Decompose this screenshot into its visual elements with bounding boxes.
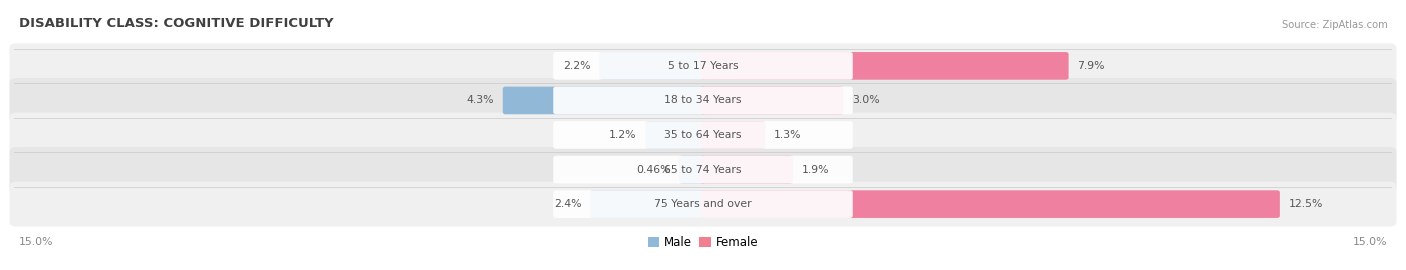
FancyBboxPatch shape	[503, 87, 706, 114]
Text: 15.0%: 15.0%	[18, 237, 53, 247]
FancyBboxPatch shape	[700, 121, 765, 149]
Text: 0.46%: 0.46%	[636, 164, 671, 175]
Text: 18 to 34 Years: 18 to 34 Years	[664, 95, 742, 106]
FancyBboxPatch shape	[554, 87, 852, 114]
Text: DISABILITY CLASS: COGNITIVE DIFFICULTY: DISABILITY CLASS: COGNITIVE DIFFICULTY	[18, 16, 333, 30]
FancyBboxPatch shape	[10, 113, 1396, 157]
Text: 15.0%: 15.0%	[1353, 237, 1388, 247]
Text: 12.5%: 12.5%	[1289, 199, 1323, 209]
FancyBboxPatch shape	[599, 52, 706, 80]
FancyBboxPatch shape	[10, 182, 1396, 227]
Text: 5 to 17 Years: 5 to 17 Years	[668, 61, 738, 71]
Text: 7.9%: 7.9%	[1077, 61, 1105, 71]
FancyBboxPatch shape	[645, 121, 706, 149]
Text: Source: ZipAtlas.com: Source: ZipAtlas.com	[1282, 20, 1388, 30]
Text: 2.4%: 2.4%	[554, 199, 581, 209]
FancyBboxPatch shape	[591, 190, 706, 218]
Legend: Male, Female: Male, Female	[643, 231, 763, 254]
FancyBboxPatch shape	[554, 52, 852, 80]
FancyBboxPatch shape	[700, 52, 1069, 80]
Text: 3.0%: 3.0%	[852, 95, 880, 106]
Text: 1.9%: 1.9%	[801, 164, 830, 175]
FancyBboxPatch shape	[554, 190, 852, 218]
FancyBboxPatch shape	[554, 121, 852, 149]
FancyBboxPatch shape	[700, 87, 844, 114]
FancyBboxPatch shape	[679, 156, 706, 183]
Text: 1.2%: 1.2%	[609, 130, 637, 140]
FancyBboxPatch shape	[10, 43, 1396, 88]
Text: 4.3%: 4.3%	[467, 95, 494, 106]
FancyBboxPatch shape	[700, 190, 1279, 218]
Text: 2.2%: 2.2%	[562, 61, 591, 71]
FancyBboxPatch shape	[554, 156, 852, 183]
FancyBboxPatch shape	[10, 78, 1396, 123]
FancyBboxPatch shape	[10, 147, 1396, 192]
FancyBboxPatch shape	[700, 156, 793, 183]
Text: 35 to 64 Years: 35 to 64 Years	[664, 130, 742, 140]
Text: 1.3%: 1.3%	[775, 130, 801, 140]
Text: 65 to 74 Years: 65 to 74 Years	[664, 164, 742, 175]
Text: 75 Years and over: 75 Years and over	[654, 199, 752, 209]
